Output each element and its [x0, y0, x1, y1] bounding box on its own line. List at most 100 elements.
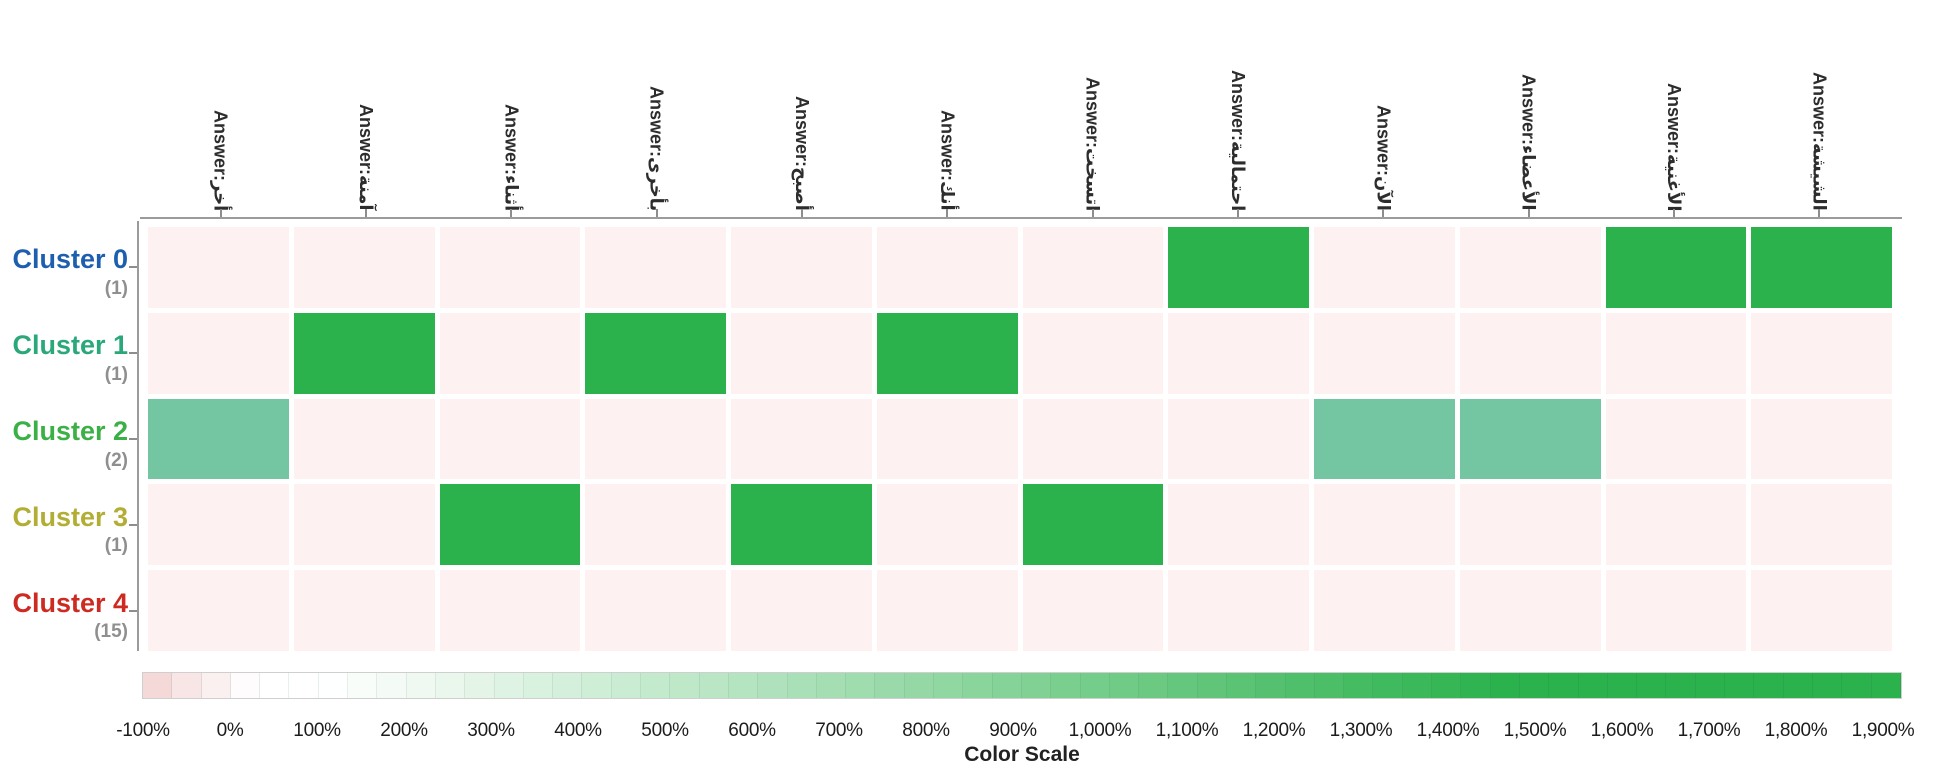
color-scale-tick-label: 1,900% — [1851, 720, 1915, 741]
color-scale-segment — [1314, 673, 1345, 698]
color-scale-segment — [406, 673, 436, 698]
color-scale-segment — [1168, 673, 1198, 698]
heatmap-cell-r3-c8[interactable] — [1314, 484, 1455, 566]
heatmap-cell-r1-c5[interactable] — [876, 312, 1018, 394]
heatmap-cell-r0-c6[interactable] — [1022, 227, 1164, 308]
x-axis-tick — [510, 209, 513, 217]
color-scale-segment — [1402, 673, 1433, 698]
color-scale-tick-label: 1,400% — [1416, 720, 1480, 741]
color-scale-segment — [904, 673, 935, 698]
heatmap-cell-r1-c6[interactable] — [1022, 312, 1164, 394]
heatmap-cell-r3-c10[interactable] — [1605, 484, 1747, 566]
heatmap-cell-r3-c9[interactable] — [1459, 484, 1601, 566]
color-scale-segment — [670, 673, 700, 698]
row-label-cluster-2[interactable]: Cluster 2 (2) — [0, 416, 128, 472]
heatmap-cell-r4-c4[interactable] — [731, 570, 872, 651]
color-scale-segment — [846, 673, 876, 698]
heatmap-cell-r2-c1[interactable] — [293, 398, 435, 480]
heatmap-cell-r2-c9[interactable] — [1459, 398, 1601, 480]
heatmap-cell-r2-c0[interactable] — [148, 398, 289, 480]
heatmap-cell-r2-c2[interactable] — [439, 398, 581, 480]
row-label-cluster-0[interactable]: Cluster 0 (1) — [0, 245, 128, 300]
heatmap-cell-r4-c11[interactable] — [1751, 570, 1892, 651]
color-scale-tick-label: 1,000% — [1068, 720, 1132, 741]
heatmap-cell-r4-c6[interactable] — [1022, 570, 1164, 651]
heatmap-cell-r1-c9[interactable] — [1459, 312, 1601, 394]
heatmap-cell-r4-c3[interactable] — [585, 570, 726, 651]
color-scale-segment — [289, 673, 319, 698]
heatmap-cell-r0-c2[interactable] — [439, 227, 581, 308]
heatmap-cell-r0-c7[interactable] — [1168, 227, 1309, 308]
color-scale-tick-label: -100% — [116, 720, 170, 741]
row-label-cluster-4[interactable]: Cluster 4 (15) — [0, 588, 128, 644]
row-label-cluster-3[interactable]: Cluster 3 (1) — [0, 502, 128, 558]
heatmap-cell-r3-c11[interactable] — [1751, 484, 1892, 566]
heatmap-cell-r4-c2[interactable] — [439, 570, 581, 651]
color-scale-segment — [1226, 673, 1257, 698]
heatmap-cell-r4-c10[interactable] — [1605, 570, 1747, 651]
color-scale-segment — [1519, 673, 1550, 698]
heatmap-cell-r0-c9[interactable] — [1459, 227, 1601, 308]
cluster-name: Cluster 0 — [12, 244, 128, 275]
color-scale-segment — [1725, 673, 1755, 698]
heatmap-cell-r3-c7[interactable] — [1168, 484, 1309, 566]
column-header-label: Answer:الشيشة — [1809, 72, 1830, 211]
heatmap-cell-r2-c5[interactable] — [876, 398, 1018, 480]
heatmap-cell-r0-c4[interactable] — [731, 227, 872, 308]
heatmap-cell-r3-c6[interactable] — [1022, 484, 1164, 566]
heatmap-cell-r1-c7[interactable] — [1168, 312, 1309, 394]
color-scale-segment — [1109, 673, 1140, 698]
heatmap-cell-r1-c11[interactable] — [1751, 312, 1892, 394]
heatmap-cell-r2-c11[interactable] — [1751, 398, 1892, 480]
heatmap-cell-r4-c5[interactable] — [876, 570, 1018, 651]
x-axis-tick — [1818, 209, 1821, 217]
column-header-1: Answer:آمنة — [351, 0, 381, 211]
color-scale-tick-label: 800% — [902, 720, 950, 741]
heatmap-cell-r0-c3[interactable] — [585, 227, 726, 308]
heatmap-cell-r2-c7[interactable] — [1168, 398, 1309, 480]
heatmap-cell-r0-c8[interactable] — [1314, 227, 1455, 308]
heatmap-cell-r2-c10[interactable] — [1605, 398, 1747, 480]
color-scale-segment — [1754, 673, 1784, 698]
heatmap-cell-r1-c8[interactable] — [1314, 312, 1455, 394]
color-scale-segment — [1607, 673, 1638, 698]
heatmap-cell-r0-c1[interactable] — [293, 227, 435, 308]
heatmap-cell-r1-c3[interactable] — [585, 312, 726, 394]
color-scale-segment — [758, 673, 788, 698]
heatmap-cell-r3-c1[interactable] — [293, 484, 435, 566]
heatmap-cell-r2-c8[interactable] — [1314, 398, 1455, 480]
heatmap-cell-r0-c5[interactable] — [876, 227, 1018, 308]
heatmap-cell-r4-c0[interactable] — [148, 570, 289, 651]
heatmap-cell-r2-c4[interactable] — [731, 398, 872, 480]
heatmap-cell-r1-c2[interactable] — [439, 312, 581, 394]
x-axis-tick — [365, 209, 367, 217]
x-axis-tick — [655, 209, 658, 217]
color-scale-segment — [699, 673, 729, 698]
row-label-cluster-1[interactable]: Cluster 1 (1) — [0, 330, 128, 386]
heatmap-cell-r3-c0[interactable] — [148, 484, 289, 566]
heatmap-cell-r1-c10[interactable] — [1605, 312, 1747, 394]
heatmap-cell-r3-c4[interactable] — [731, 484, 872, 566]
column-header-8: Answer:الآن — [1368, 0, 1398, 211]
heatmap-cell-r4-c8[interactable] — [1314, 570, 1455, 651]
heatmap-cell-r1-c0[interactable] — [148, 312, 289, 394]
heatmap-cell-r4-c7[interactable] — [1168, 570, 1309, 651]
heatmap-cell-r3-c5[interactable] — [876, 484, 1018, 566]
heatmap-cell-r0-c0[interactable] — [148, 227, 289, 308]
column-header-11: Answer:الشيشة — [1804, 0, 1834, 211]
column-header-9: Answer:الأعضاء — [1514, 0, 1544, 211]
heatmap-cell-r4-c1[interactable] — [293, 570, 435, 651]
color-scale-tick-label: 1,700% — [1677, 720, 1741, 741]
heatmap-cell-r2-c3[interactable] — [585, 398, 726, 480]
color-scale-segment — [1578, 673, 1608, 698]
heatmap-cell-r2-c6[interactable] — [1022, 398, 1164, 480]
heatmap-cell-r0-c11[interactable] — [1751, 227, 1892, 308]
heatmap-cell-r3-c2[interactable] — [439, 484, 581, 566]
column-header-2: Answer:أثناء — [496, 0, 526, 211]
heatmap-cell-r0-c10[interactable] — [1605, 227, 1747, 308]
heatmap-cell-r3-c3[interactable] — [585, 484, 726, 566]
heatmap-cell-r1-c4[interactable] — [731, 312, 872, 394]
heatmap-cell-r1-c1[interactable] — [293, 312, 435, 394]
heatmap-cell-r4-c9[interactable] — [1459, 570, 1601, 651]
